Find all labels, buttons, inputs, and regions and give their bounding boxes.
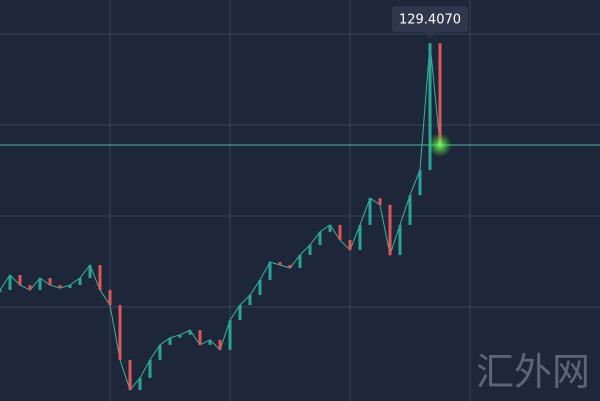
candle <box>18 275 22 286</box>
candle <box>388 204 392 255</box>
candle <box>278 261 282 265</box>
candle <box>248 295 252 306</box>
candle <box>368 198 372 225</box>
candle <box>348 239 352 250</box>
candle <box>308 244 312 255</box>
candle <box>198 330 202 345</box>
candle <box>58 285 62 289</box>
candle <box>168 337 172 345</box>
candle <box>298 254 302 269</box>
candle <box>28 285 32 291</box>
candle <box>328 224 332 232</box>
candle <box>428 43 432 171</box>
candle <box>238 305 242 321</box>
candle <box>78 278 82 286</box>
current-point <box>428 133 452 158</box>
candle <box>288 264 292 269</box>
candle <box>128 359 132 390</box>
candle <box>0 290 2 293</box>
candle <box>108 290 112 306</box>
candle <box>338 224 342 240</box>
candle <box>218 339 222 350</box>
candle <box>408 195 412 225</box>
candle <box>378 198 382 205</box>
candle <box>438 43 442 146</box>
candle <box>188 330 192 335</box>
tooltip-label: 129.4070 <box>399 13 461 28</box>
candle <box>138 377 142 390</box>
candle <box>228 320 232 350</box>
candle <box>98 264 102 291</box>
candle <box>8 275 12 291</box>
candle <box>38 278 42 291</box>
candle <box>418 170 422 196</box>
candle <box>258 280 262 296</box>
candle <box>268 261 272 281</box>
tooltip-box <box>392 6 468 33</box>
tooltip-pointer <box>425 32 435 39</box>
candle <box>208 339 212 345</box>
candle <box>398 224 402 255</box>
candle <box>48 278 52 286</box>
candle <box>358 224 362 250</box>
candle <box>118 305 122 360</box>
candle <box>178 334 182 338</box>
candle <box>148 359 152 378</box>
candle <box>158 344 162 360</box>
candle <box>318 231 322 245</box>
watermark: 汇外网 <box>476 350 590 394</box>
candle <box>88 264 92 279</box>
candle <box>68 285 72 289</box>
